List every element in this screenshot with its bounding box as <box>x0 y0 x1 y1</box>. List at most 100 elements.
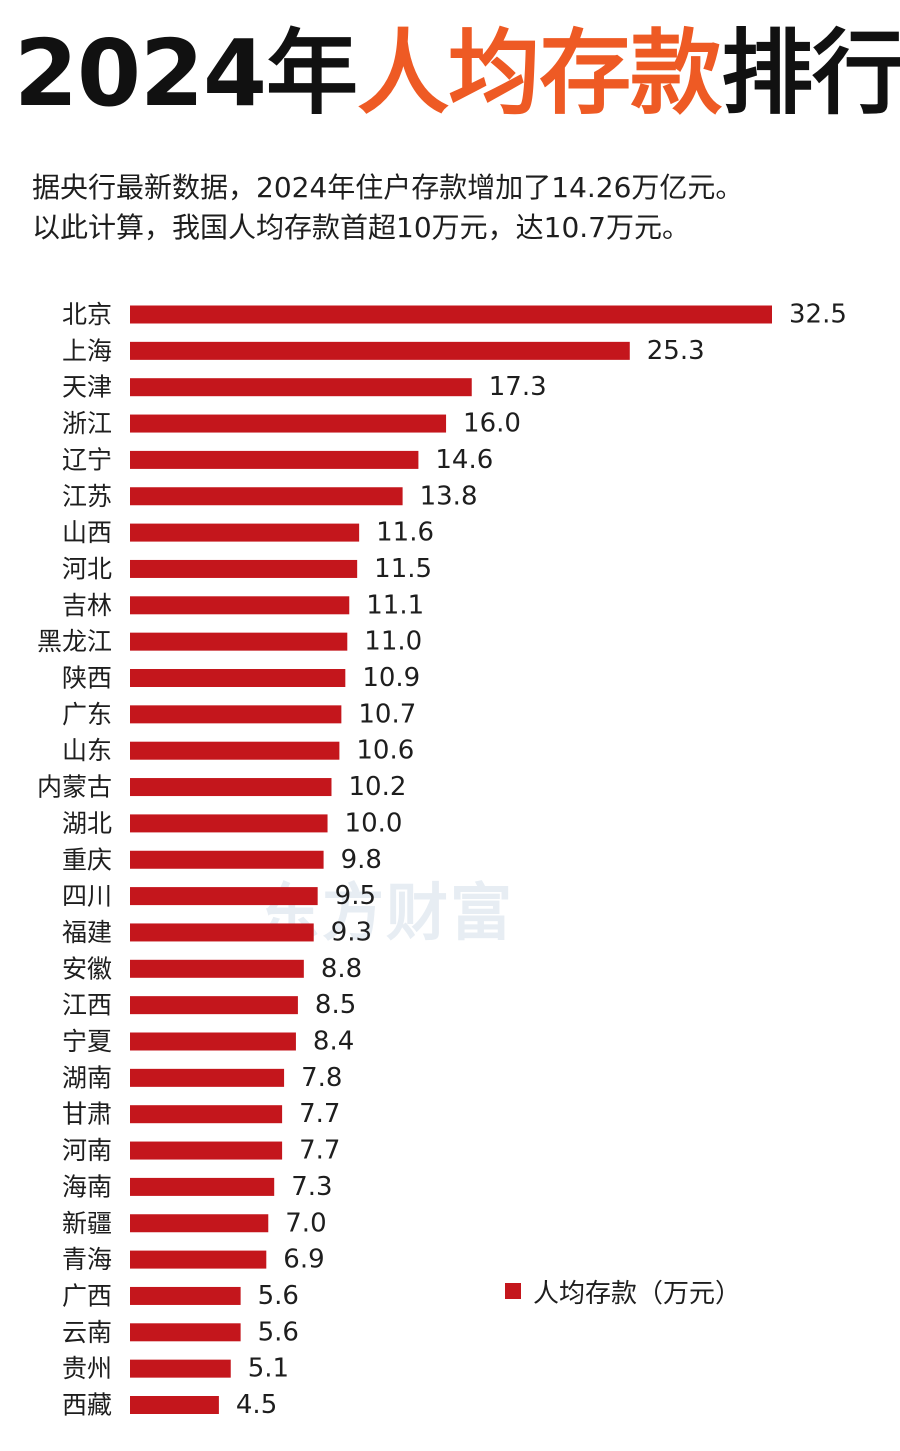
bar <box>130 523 360 542</box>
title-ending: 排行 <box>721 20 900 127</box>
category-label: 江西 <box>62 991 112 1020</box>
data-label: 32.5 <box>789 300 847 330</box>
data-label: 10.2 <box>348 772 406 802</box>
category-label: 广西 <box>62 1281 112 1310</box>
data-label: 7.7 <box>299 1099 340 1129</box>
category-label: 重庆 <box>62 845 112 874</box>
category-label: 湖北 <box>62 809 112 838</box>
title-year: 2024年 <box>14 20 358 127</box>
category-label: 西藏 <box>62 1391 112 1420</box>
category-label: 吉林 <box>62 591 112 620</box>
category-label: 黑龙江 <box>37 627 112 656</box>
data-label: 9.5 <box>335 881 376 911</box>
category-label: 辽宁 <box>62 445 112 474</box>
bar <box>130 923 314 942</box>
bar <box>130 814 328 833</box>
title-highlight: 人均存款 <box>357 20 722 127</box>
bar <box>130 850 324 869</box>
bar <box>130 487 403 506</box>
data-label: 6.9 <box>283 1245 324 1275</box>
bar <box>130 1032 296 1051</box>
bar <box>130 887 318 906</box>
bar <box>130 559 358 578</box>
data-label: 9.3 <box>331 917 372 947</box>
bar <box>130 959 304 978</box>
data-label: 11.0 <box>364 627 422 657</box>
category-label: 河北 <box>62 554 112 583</box>
bar <box>130 632 348 651</box>
category-label: 贵州 <box>62 1354 112 1383</box>
chart-subtitle: 据央行最新数据，2024年住户存款增加了14.26万亿元。 以此计算，我国人均存… <box>32 168 743 248</box>
data-label: 11.6 <box>376 518 434 548</box>
bar <box>130 414 447 433</box>
bar <box>130 1323 241 1342</box>
data-label: 8.8 <box>321 954 362 984</box>
data-label: 16.0 <box>463 409 521 439</box>
bar <box>130 596 350 615</box>
data-label: 10.9 <box>362 663 420 693</box>
bar <box>130 705 342 724</box>
category-label: 江苏 <box>62 482 112 511</box>
category-label: 上海 <box>62 336 112 365</box>
bar <box>130 1286 241 1305</box>
category-label: 新疆 <box>62 1209 112 1238</box>
bar <box>130 778 332 797</box>
category-label: 海南 <box>62 1172 112 1201</box>
subtitle-line-2: 以此计算，我国人均存款首超10万元，达10.7万元。 <box>32 211 690 244</box>
bar <box>130 378 472 397</box>
category-label: 甘肃 <box>62 1100 112 1129</box>
category-label: 云南 <box>62 1318 112 1347</box>
category-label: 青海 <box>62 1245 112 1274</box>
data-label: 8.5 <box>315 990 356 1020</box>
data-label: 10.0 <box>345 808 403 838</box>
bar <box>130 341 630 360</box>
legend-label: 人均存款（万元） <box>533 1278 742 1309</box>
category-label: 河南 <box>62 1136 112 1165</box>
bar <box>130 669 346 687</box>
category-label: 福建 <box>62 918 112 947</box>
bar <box>130 1105 283 1124</box>
category-label: 湖南 <box>62 1063 112 1092</box>
category-label: 山东 <box>62 736 112 765</box>
data-label: 10.7 <box>358 699 416 729</box>
data-label: 7.7 <box>299 1136 340 1166</box>
data-label: 9.8 <box>341 845 382 875</box>
bar <box>130 1068 285 1087</box>
bar <box>130 1396 219 1414</box>
data-label: 5.6 <box>258 1281 299 1311</box>
data-label: 4.5 <box>236 1390 277 1420</box>
bar <box>130 450 419 469</box>
data-label: 25.3 <box>647 336 705 366</box>
data-label: 7.3 <box>291 1172 332 1202</box>
category-label: 安徽 <box>62 954 112 983</box>
data-label: 10.6 <box>356 736 414 766</box>
chart-title: 2024年人均存款排行 <box>14 14 900 134</box>
data-label: 11.1 <box>366 590 424 620</box>
bar <box>130 1359 231 1378</box>
data-label: 14.6 <box>435 445 493 475</box>
data-label: 11.5 <box>374 554 432 584</box>
subtitle-line-1: 据央行最新数据，2024年住户存款增加了14.26万亿元。 <box>32 171 744 204</box>
bar <box>130 996 298 1015</box>
data-label: 7.0 <box>285 1208 326 1238</box>
category-label: 四川 <box>62 882 112 911</box>
category-label: 内蒙古 <box>37 773 112 802</box>
bar <box>130 1250 267 1269</box>
data-label: 8.4 <box>313 1027 354 1057</box>
bar <box>130 1141 283 1160</box>
data-label: 5.1 <box>248 1354 289 1384</box>
data-label: 13.8 <box>420 481 478 511</box>
bar <box>130 741 340 760</box>
data-label: 5.6 <box>258 1317 299 1347</box>
category-label: 山西 <box>62 518 112 547</box>
category-label: 浙江 <box>62 409 112 438</box>
data-label: 17.3 <box>489 372 547 402</box>
legend-swatch <box>505 1283 521 1299</box>
bar <box>130 1214 269 1233</box>
legend: 人均存款（万元） <box>505 1273 741 1309</box>
bar <box>130 1177 275 1196</box>
data-label: 7.8 <box>301 1063 342 1093</box>
category-label: 天津 <box>62 373 112 402</box>
category-label: 宁夏 <box>62 1027 112 1056</box>
